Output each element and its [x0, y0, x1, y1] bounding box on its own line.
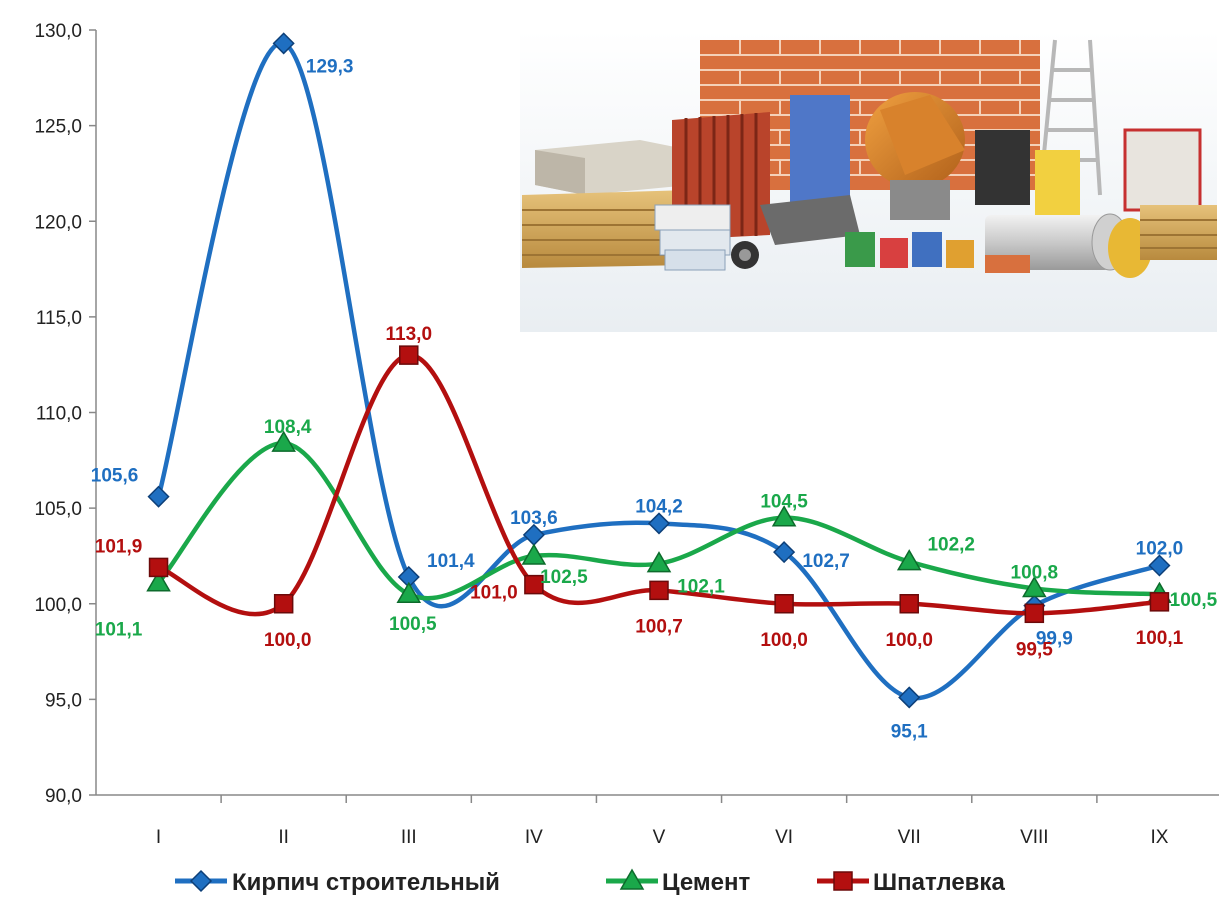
data-label-putty: 100,7 — [635, 616, 683, 637]
wheelbarrow-illustration — [731, 195, 860, 269]
data-label-putty: 100,1 — [1136, 628, 1184, 649]
data-label-putty: 113,0 — [386, 324, 433, 345]
data-point-cement — [646, 551, 672, 573]
legend-marker-cement — [619, 868, 645, 890]
legend-item-cement: Цемент — [606, 868, 750, 896]
data-label-cement: 100,8 — [1011, 562, 1059, 583]
data-label-brick: 129,3 — [306, 56, 354, 77]
x-tick-label: II — [278, 827, 289, 848]
data-point-putty — [148, 557, 169, 578]
legend-item-brick: Кирпич строительный — [175, 869, 500, 896]
data-point-putty — [273, 594, 294, 614]
data-point-brick — [1148, 554, 1171, 577]
series-line-cement — [156, 440, 1160, 601]
data-label-putty: 101,9 — [95, 536, 143, 557]
legend-label-brick: Кирпич строительный — [232, 869, 500, 896]
data-point-brick — [647, 512, 671, 535]
data-point-cement — [396, 581, 422, 603]
y-tick-label: 100,0 — [34, 595, 82, 616]
data-label-cement: 102,2 — [927, 535, 975, 556]
y-tick-label: 90,0 — [45, 786, 82, 807]
construction-materials-photo — [520, 30, 1217, 332]
x-tick-label: III — [401, 827, 417, 848]
data-label-brick: 102,7 — [802, 551, 850, 572]
data-point-brick — [147, 485, 170, 508]
y-tick-label: 95,0 — [45, 690, 82, 711]
bricks-illustration — [985, 255, 1030, 273]
data-point-cement — [521, 543, 547, 565]
data-label-putty: 99,5 — [1016, 639, 1053, 660]
legend-label-putty: Шпатлевка — [873, 869, 1005, 896]
data-label-brick: 95,1 — [891, 721, 928, 742]
cement-mixer-illustration — [865, 92, 965, 220]
legend-marker-putty — [833, 871, 853, 891]
data-label-brick: 104,2 — [635, 496, 683, 517]
osb-stack-illustration — [522, 190, 690, 268]
data-point-brick — [773, 541, 796, 564]
data-label-putty: 100,0 — [264, 630, 312, 651]
y-tick-label: 115,0 — [36, 308, 82, 329]
data-point-brick — [272, 32, 295, 55]
series-putty — [148, 345, 1170, 624]
data-label-cement: 108,4 — [264, 417, 312, 438]
data-point-cement — [146, 570, 171, 592]
y-tick-label: 110,0 — [36, 404, 82, 425]
data-point-brick — [898, 686, 921, 709]
data-label-cement: 100,5 — [389, 614, 437, 635]
chart-series — [146, 32, 1172, 709]
series-line-putty — [157, 352, 1160, 617]
x-tick-label: VII — [898, 827, 921, 848]
y-tick-label: 105,0 — [34, 499, 82, 520]
data-point-cement — [771, 505, 797, 527]
data-label-cement: 102,1 — [677, 577, 725, 598]
data-label-brick: 105,6 — [91, 466, 139, 487]
data-label-cement: 102,5 — [540, 567, 588, 588]
chart-legend: Кирпич строительный Цемент Шпатлевка — [175, 868, 1005, 896]
data-label-brick: 99,9 — [1036, 629, 1073, 650]
data-label-cement: 100,5 — [1170, 590, 1218, 611]
legend-marker-brick — [189, 869, 213, 893]
data-label-cement: 104,5 — [760, 492, 808, 513]
data-point-putty — [399, 345, 419, 365]
x-tick-label: VI — [775, 827, 793, 848]
x-tick-label: IV — [525, 827, 543, 848]
gypsum-boards-illustration — [535, 140, 690, 195]
data-point-cement — [1022, 575, 1047, 598]
x-tick-label: V — [653, 827, 666, 848]
data-label-brick: 102,0 — [1136, 539, 1184, 560]
data-label-putty: 100,0 — [885, 630, 933, 651]
data-point-putty — [1024, 603, 1045, 624]
data-label-putty: 101,0 — [470, 583, 518, 604]
lumber-stack-illustration — [1140, 205, 1217, 260]
data-point-putty — [774, 594, 794, 614]
cement-bags-illustration — [654, 204, 731, 271]
boxes-illustration — [845, 232, 974, 268]
data-point-putty — [524, 574, 544, 595]
x-tick-label: IX — [1150, 827, 1168, 848]
y-tick-label: 120,0 — [34, 212, 82, 233]
x-tick-label: VIII — [1020, 827, 1049, 848]
data-label-cement: 101,1 — [95, 620, 143, 641]
chart-data-labels: 105,6 129,3 101,4 103,6 104,2 102,7 95,1 99,9 10… — [91, 56, 1218, 742]
data-label-brick: 103,6 — [510, 508, 558, 529]
series-cement — [146, 430, 1172, 603]
series-brick — [147, 32, 1171, 709]
data-point-putty — [899, 594, 919, 614]
generator-illustration — [975, 130, 1030, 205]
y-tick-label: 130,0 — [34, 21, 82, 42]
data-point-putty — [1149, 592, 1170, 612]
legend-item-putty: Шпатлевка — [817, 869, 1005, 896]
data-label-brick: 101,4 — [427, 551, 475, 572]
x-tick-label: I — [156, 827, 161, 848]
y-tick-label: 125,0 — [34, 117, 82, 138]
data-label-putty: 100,0 — [760, 630, 808, 651]
data-point-cement — [896, 549, 922, 571]
data-point-putty — [649, 580, 669, 601]
chart-axes: 90,0 95,0 100,0 105,0 110,0 115,0 120,0 125,0 13… — [34, 21, 1219, 848]
legend-label-cement: Цемент — [662, 869, 750, 896]
data-point-cement — [271, 430, 296, 452]
